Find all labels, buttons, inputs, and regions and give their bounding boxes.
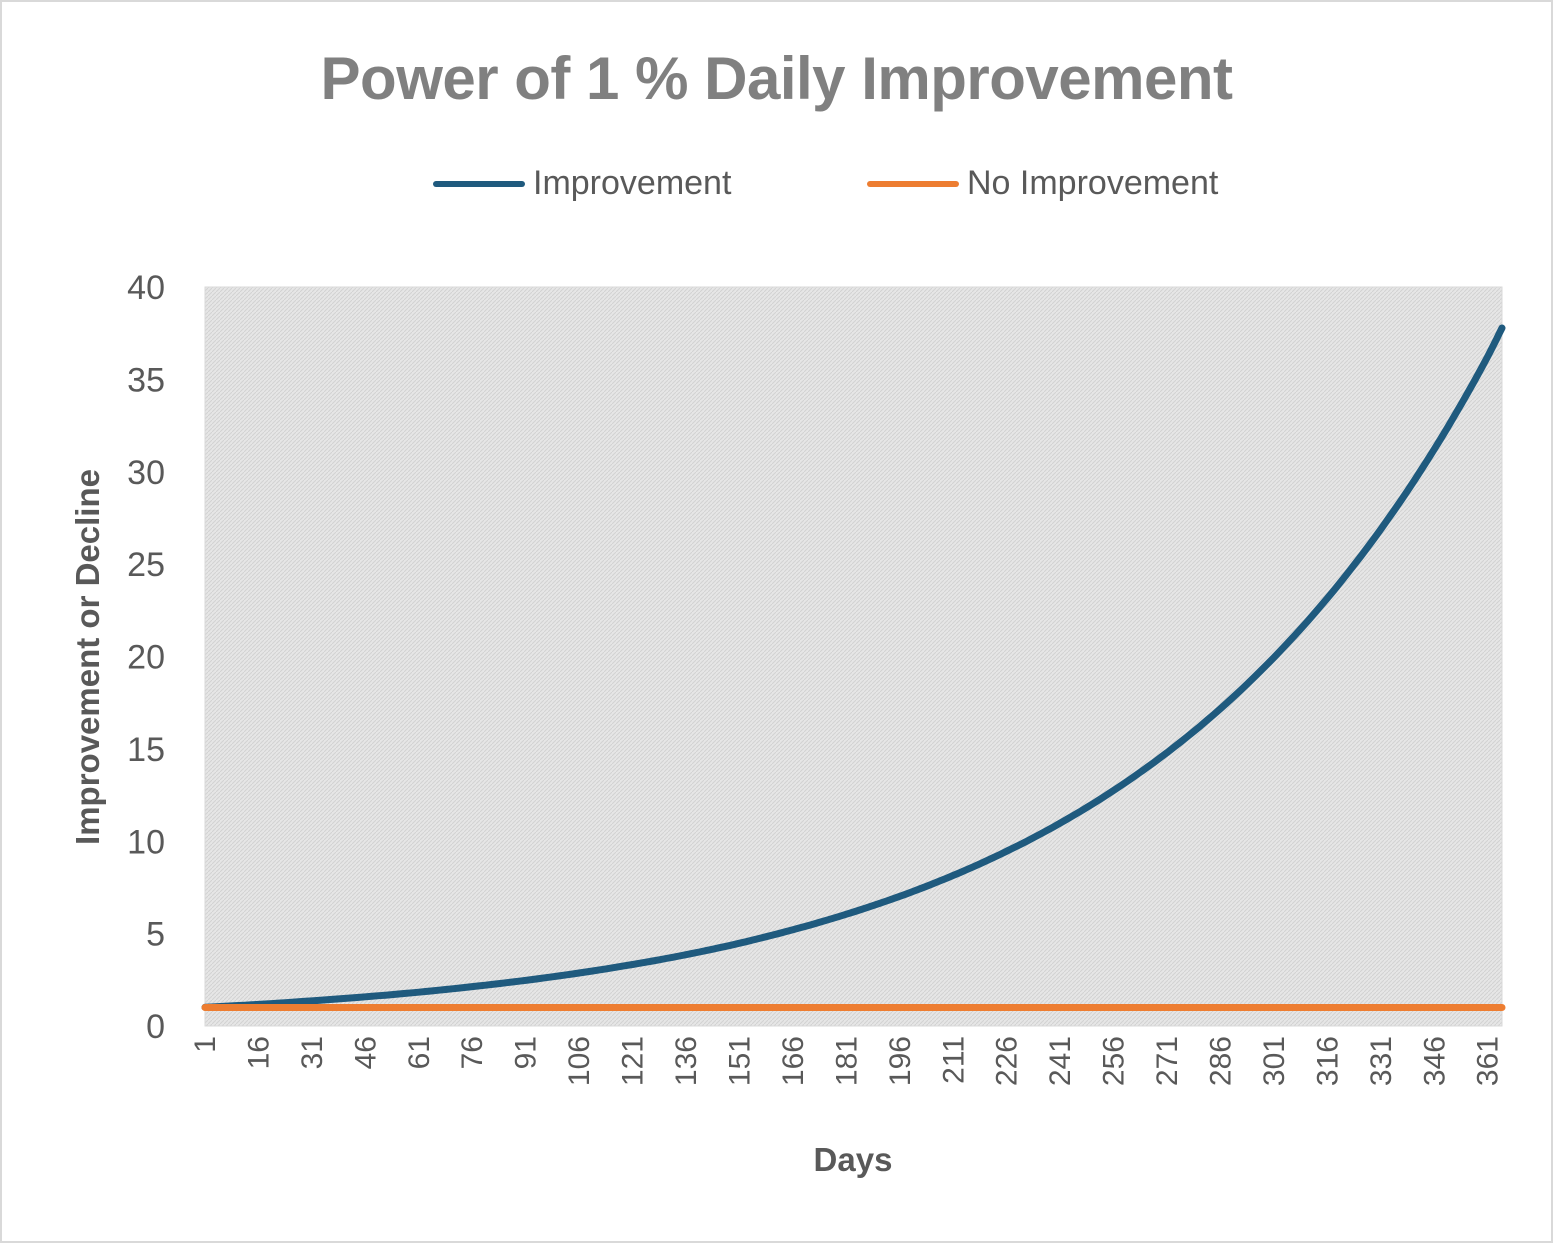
x-tick-label: 301 — [1258, 1036, 1291, 1086]
y-tick-label: 40 — [127, 269, 165, 307]
x-tick-label: 196 — [884, 1036, 917, 1086]
x-tick-label: 241 — [1044, 1036, 1077, 1086]
legend-item-no-improvement: No Improvement — [867, 162, 1287, 206]
x-axis-ticks: 1 16 31 46 61 76 91 106 121 136 151 166 181 196 211 226… — [189, 1036, 1505, 1086]
x-tick-label: 361 — [1472, 1036, 1505, 1086]
y-tick-label: 0 — [146, 1008, 165, 1046]
x-tick-label: 346 — [1418, 1036, 1451, 1086]
series-line-improvement — [201, 324, 1506, 1011]
x-tick-label: 106 — [563, 1036, 596, 1086]
x-tick-label: 1 — [189, 1036, 222, 1053]
x-tick-label: 331 — [1365, 1036, 1398, 1086]
x-tick-label: 61 — [403, 1036, 436, 1069]
x-tick-label: 256 — [1098, 1036, 1131, 1086]
x-tick-label: 136 — [670, 1036, 703, 1086]
legend-swatch-no-improvement — [867, 181, 959, 187]
legend-item-improvement: Improvement — [433, 162, 793, 206]
x-tick-label: 316 — [1311, 1036, 1344, 1086]
x-tick-label: 76 — [456, 1036, 489, 1069]
x-tick-label: 46 — [349, 1036, 382, 1069]
x-tick-label: 151 — [723, 1036, 756, 1086]
chart-title: Power of 1 % Daily Improvement — [320, 45, 1233, 112]
y-tick-label: 15 — [127, 731, 165, 769]
legend-label-no-improvement: No Improvement — [967, 164, 1219, 202]
x-tick-label: 91 — [510, 1036, 543, 1069]
legend-label-improvement: Improvement — [533, 164, 732, 202]
y-axis-ticks: 0 5 10 15 20 25 30 35 40 — [127, 269, 165, 1046]
x-tick-label: 31 — [296, 1036, 329, 1069]
x-tick-label: 211 — [937, 1036, 970, 1084]
y-tick-label: 20 — [127, 639, 165, 677]
y-tick-label: 30 — [127, 454, 165, 492]
plot-area — [204, 286, 1503, 1027]
y-tick-label: 5 — [146, 916, 165, 954]
x-axis-title: Days — [814, 1141, 893, 1178]
x-tick-label: 226 — [991, 1036, 1024, 1086]
series-layer — [201, 324, 1506, 1011]
y-tick-label: 25 — [127, 546, 165, 584]
legend-swatch-improvement — [433, 181, 525, 187]
x-tick-label: 121 — [617, 1036, 650, 1086]
y-axis-title: Improvement or Decline — [69, 469, 106, 845]
x-tick-label: 16 — [242, 1036, 275, 1069]
x-tick-label: 286 — [1205, 1036, 1238, 1086]
x-tick-label: 166 — [777, 1036, 810, 1086]
y-tick-label: 35 — [127, 361, 165, 399]
x-tick-label: 181 — [830, 1036, 863, 1086]
x-tick-label: 271 — [1151, 1036, 1184, 1086]
y-tick-label: 10 — [127, 823, 165, 861]
